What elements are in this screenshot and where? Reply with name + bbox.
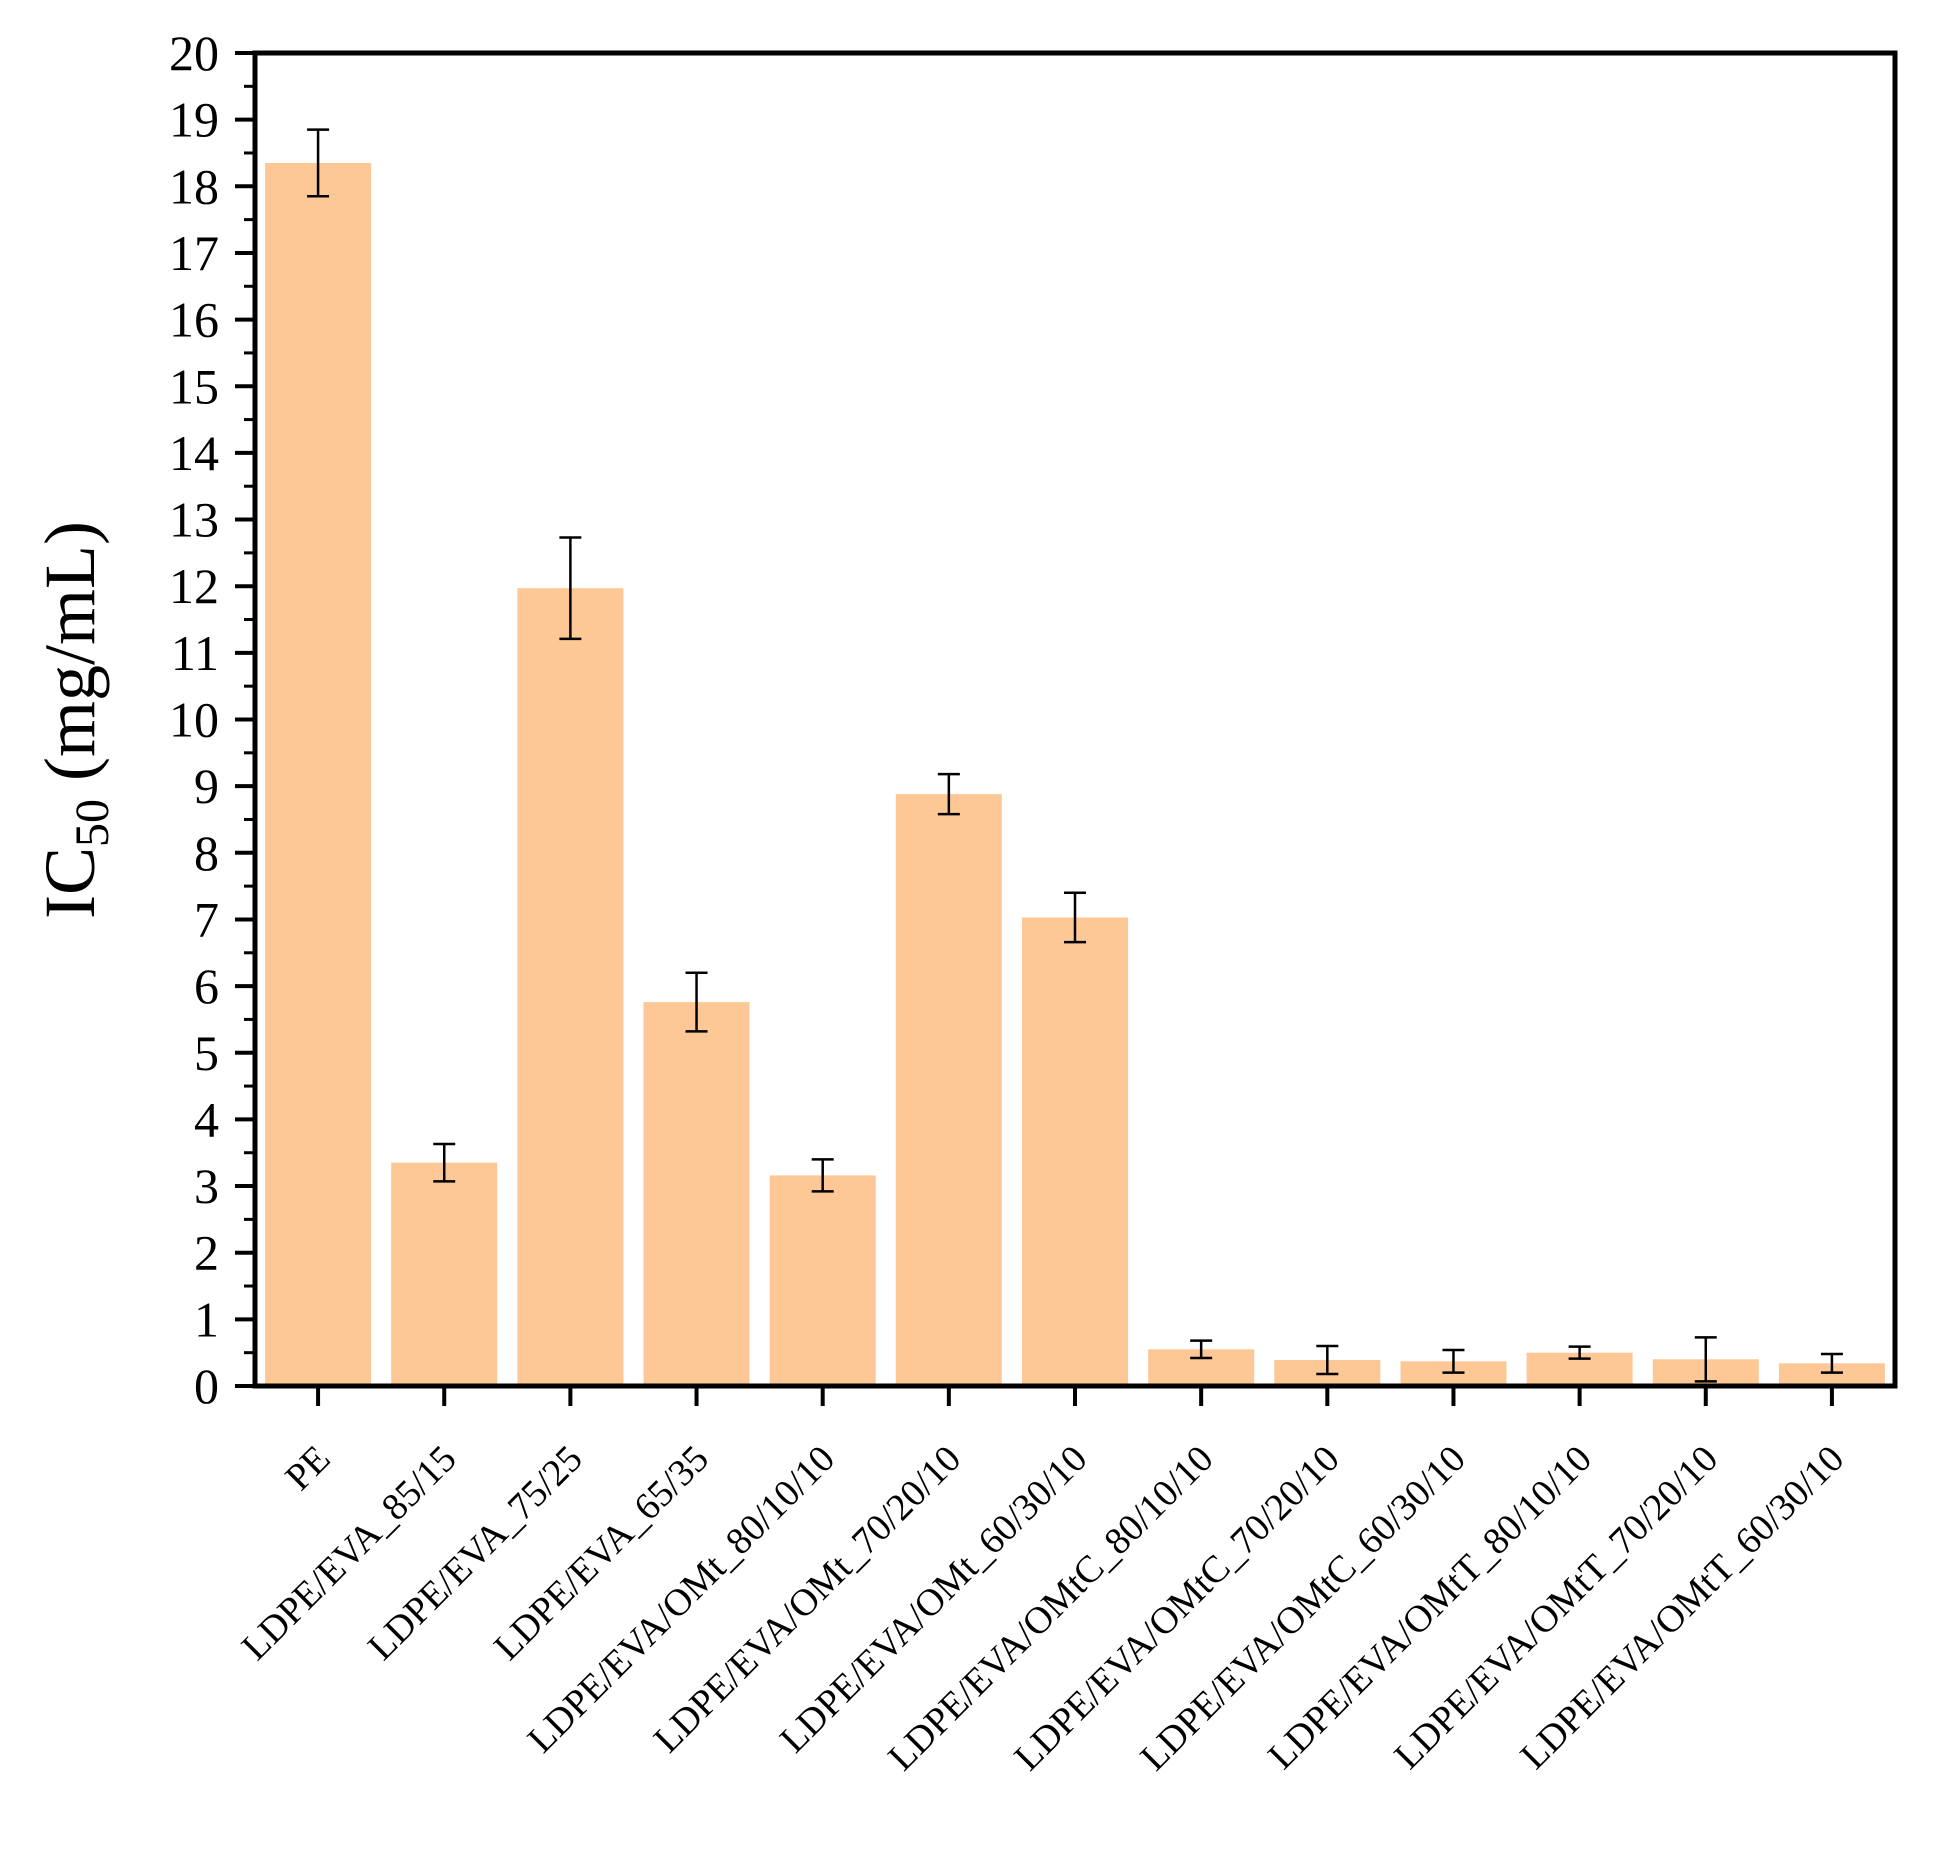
bar-3 <box>643 1002 750 1386</box>
y-tick-label: 2 <box>194 1225 219 1281</box>
bar-2 <box>517 588 624 1386</box>
y-tick-label: 19 <box>169 92 219 148</box>
error-bar-6 <box>1064 891 1086 944</box>
bar-4 <box>769 1175 876 1386</box>
bar-12 <box>1778 1363 1885 1386</box>
error-bar-12 <box>1820 1352 1843 1374</box>
y-tick-label: 3 <box>194 1158 219 1214</box>
y-tick-label: 11 <box>171 625 219 681</box>
y-tick-label: 16 <box>169 292 219 348</box>
error-bars-layer <box>307 128 1843 1383</box>
y-tick-label: 14 <box>169 425 219 481</box>
error-bar-7 <box>1190 1339 1213 1360</box>
bars-layer <box>265 163 1885 1386</box>
y-tick-label: 10 <box>169 692 219 748</box>
x-tick-label: PE <box>277 1438 338 1499</box>
y-tick-label: 17 <box>169 225 219 281</box>
error-bar-2 <box>559 536 582 641</box>
error-bar-11 <box>1694 1336 1717 1383</box>
y-tick-label: 20 <box>169 25 219 81</box>
y-tick-label: 4 <box>194 1091 219 1147</box>
bar-0 <box>265 163 372 1386</box>
x-axis: PELDPE/EVA_85/15LDPE/EVA_75/25LDPE/EVA_6… <box>234 1386 1852 1779</box>
x-tick-label: LDPE/EVA_65/35 <box>486 1438 717 1669</box>
y-tick-label: 1 <box>194 1291 219 1347</box>
y-tick-label: 0 <box>194 1358 219 1414</box>
error-bar-9 <box>1442 1348 1465 1374</box>
error-bar-5 <box>937 772 960 816</box>
error-bar-8 <box>1316 1344 1339 1376</box>
bar-1 <box>391 1162 498 1386</box>
error-bar-10 <box>1568 1345 1591 1360</box>
y-tick-label: 8 <box>194 825 219 881</box>
x-tick-label: LDPE/EVA_85/15 <box>234 1438 465 1669</box>
y-axis-title-units: (mg/mL) <box>30 521 110 799</box>
y-tick-label: 18 <box>169 158 219 214</box>
error-bar-1 <box>433 1142 456 1183</box>
y-tick-label: 12 <box>169 558 219 614</box>
y-tick-label: 7 <box>194 891 219 947</box>
y-axis-title-main: IC <box>30 847 110 919</box>
bar-6 <box>1022 917 1128 1386</box>
y-tick-label: 15 <box>169 358 219 414</box>
y-axis-title: IC50 (mg/mL) <box>30 521 119 919</box>
y-tick-label: 13 <box>169 492 219 548</box>
error-bar-3 <box>685 971 708 1033</box>
y-tick-label: 5 <box>194 1025 219 1081</box>
y-tick-label: 9 <box>194 758 219 814</box>
x-tick-label: LDPE/EVA_75/25 <box>360 1438 591 1669</box>
error-bar-4 <box>811 1158 834 1193</box>
bar-5 <box>895 794 1002 1386</box>
y-axis-title-subscript: 50 <box>66 799 119 847</box>
error-bar-0 <box>307 128 330 198</box>
y-tick-label: 6 <box>194 958 219 1014</box>
